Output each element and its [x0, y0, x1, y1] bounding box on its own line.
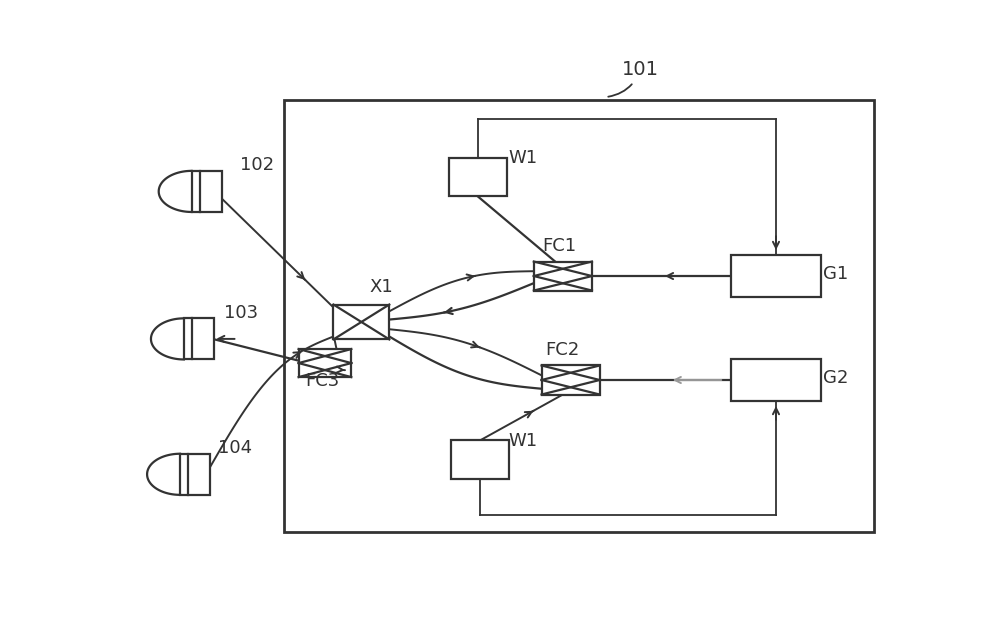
- Text: FC1: FC1: [542, 237, 576, 255]
- Text: FC3: FC3: [306, 372, 340, 389]
- Bar: [449, 158, 507, 196]
- Text: W1: W1: [509, 432, 538, 450]
- Text: FC2: FC2: [545, 341, 579, 359]
- Bar: [180, 454, 210, 495]
- Text: 101: 101: [608, 60, 659, 97]
- Bar: [299, 349, 351, 377]
- Bar: [731, 359, 821, 401]
- Bar: [451, 440, 509, 479]
- Bar: [333, 305, 389, 339]
- Bar: [284, 99, 874, 533]
- Text: W1: W1: [509, 149, 538, 167]
- Bar: [731, 256, 821, 296]
- Bar: [542, 365, 600, 394]
- Text: G2: G2: [822, 369, 848, 387]
- Bar: [184, 318, 214, 359]
- Bar: [192, 171, 222, 212]
- Text: 103: 103: [224, 304, 258, 322]
- Text: 104: 104: [218, 440, 252, 457]
- Text: G1: G1: [822, 264, 848, 283]
- Text: X1: X1: [370, 278, 394, 296]
- Text: 102: 102: [240, 156, 274, 175]
- Bar: [534, 261, 592, 291]
